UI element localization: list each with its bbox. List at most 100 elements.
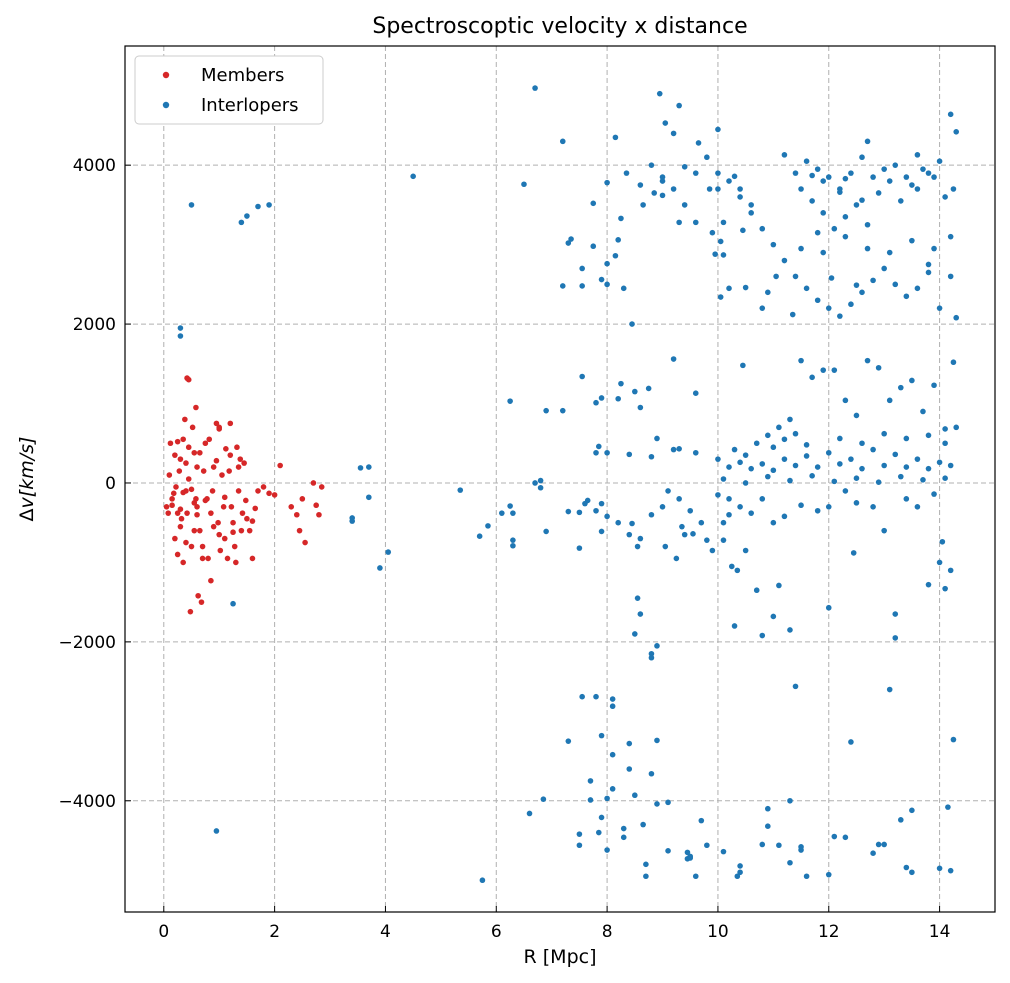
members-point [200,468,207,474]
interlopers-point [618,215,624,222]
interlopers-point [626,766,633,772]
interlopers-point [731,173,738,180]
interlopers-point [715,492,721,498]
interlopers-point [914,285,921,292]
interlopers-point [753,440,760,447]
interlopers-point [595,443,602,450]
interlopers-point [726,464,732,470]
interlopers-point [540,796,547,802]
interlopers-point [479,877,486,884]
interlopers-point [565,738,572,744]
members-point [169,496,175,502]
interlopers-point [837,435,843,442]
interlopers-point [734,567,741,574]
interlopers-point [859,154,865,161]
interlopers-point [781,152,788,158]
series-members [163,375,325,615]
members-point [246,527,253,534]
members-point [271,492,278,498]
interlopers-point [765,823,771,829]
interlopers-point [781,436,788,443]
interlopers-point [626,451,633,458]
interlopers-point [950,186,957,192]
interlopers-point [903,174,910,180]
interlopers-point [759,305,766,311]
interlopers-point [665,848,671,854]
members-point [216,531,223,538]
members-point [249,518,256,524]
interlopers-point [909,807,915,814]
members-point [202,497,209,504]
interlopers-point [748,465,754,472]
interlopers-point [720,537,727,543]
members-point [177,506,184,512]
interlopers-point [787,797,793,804]
interlopers-point [244,213,250,219]
interlopers-point [598,276,605,283]
interlopers-point [945,804,951,810]
members-point [170,490,177,497]
interlopers-point [587,778,594,784]
members-point [215,519,221,526]
interlopers-point [892,611,899,617]
interlopers-point [731,446,738,453]
interlopers-point [692,873,699,880]
members-point [173,484,179,490]
interlopers-point [651,190,658,196]
members-point [208,510,214,516]
interlopers-point [598,395,605,401]
interlopers-point [532,480,538,486]
interlopers-point [659,504,666,510]
interlopers-point [579,693,585,700]
interlopers-point [609,703,616,710]
interlopers-point [715,456,721,462]
interlopers-point [950,736,957,743]
interlopers-point [931,491,937,497]
interlopers-point [897,198,904,204]
interlopers-point [213,828,220,834]
interlopers-point [942,585,948,592]
interlopers-point [654,435,660,442]
interlopers-point [814,229,821,236]
members-point [255,488,261,494]
interlopers-point [947,273,954,280]
members-point [208,577,214,584]
members-point [166,472,173,478]
interlopers-point [897,473,904,480]
legend-box [134,55,324,125]
interlopers-point [510,537,516,543]
interlopers-point [662,120,669,126]
interlopers-point [665,799,671,806]
interlopers-point [770,241,777,248]
members-point [227,420,234,427]
interlopers-point [925,465,932,472]
interlopers-point [640,202,646,208]
interlopers-point [848,170,854,176]
interlopers-point [637,611,644,617]
interlopers-point [726,178,732,184]
interlopers-point [177,333,184,339]
members-point [293,511,300,518]
interlopers-point [737,863,743,869]
interlopers-point [604,847,610,853]
interlopers-point [914,152,921,158]
interlopers-point [936,305,943,311]
interlopers-point [604,179,610,186]
x-axis-label: R [Mpc] [524,946,597,968]
interlopers-point [759,225,766,232]
interlopers-point [740,362,746,369]
interlopers-point [485,523,491,529]
interlopers-point [770,613,777,620]
interlopers-point [681,202,688,208]
interlopers-point [814,507,821,514]
interlopers-point [864,221,871,228]
x-tick-label: 4 [380,922,391,942]
interlopers-point [648,654,655,661]
interlopers-point [648,162,655,168]
interlopers-point [615,237,621,243]
interlopers-point [792,170,799,176]
interlopers-point [598,814,605,821]
members-point [163,504,170,510]
interlopers-point [366,464,372,470]
